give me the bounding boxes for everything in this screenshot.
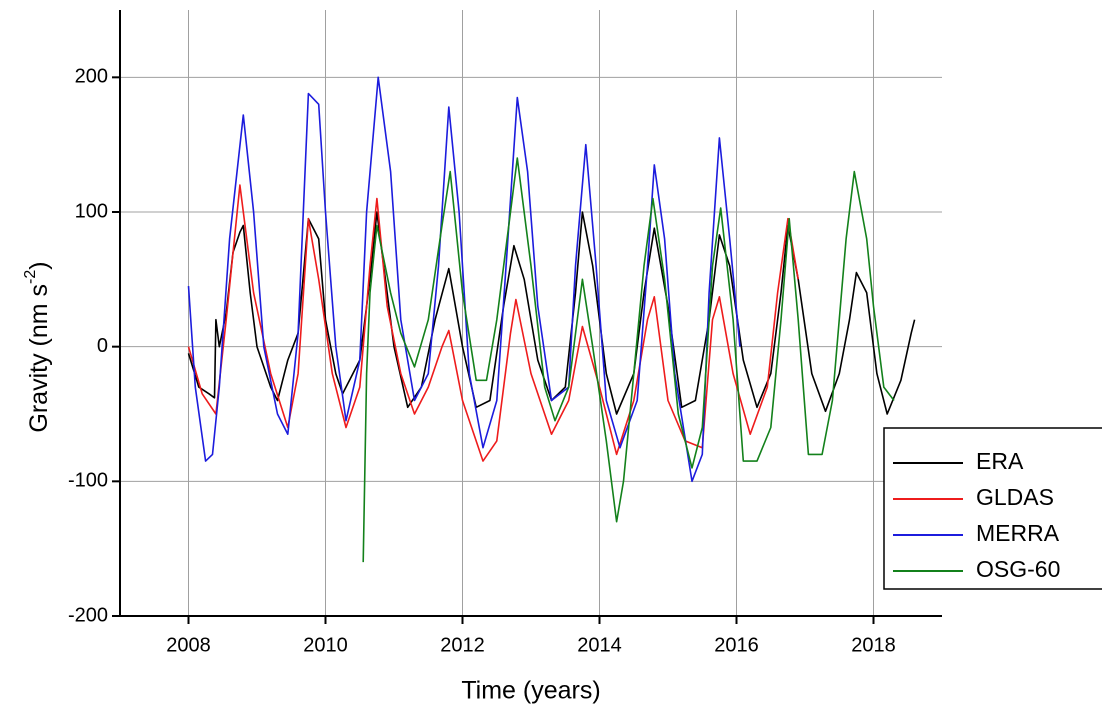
y-axis-label: Gravity (nm s-2) <box>22 261 52 432</box>
data-line <box>187 211 916 415</box>
legend-label: OSG-60 <box>976 556 1060 582</box>
x-tick-label: 2012 <box>440 634 485 656</box>
data-line <box>187 184 799 462</box>
x-axis-label: Time (years) <box>461 677 600 705</box>
x-tick-label: 2018 <box>851 634 896 656</box>
legend-label: GLDAS <box>976 484 1054 510</box>
y-tick-label: 200 <box>75 66 108 88</box>
x-tick-label: 2016 <box>714 634 759 656</box>
legend-box <box>883 427 1102 590</box>
y-label-sup: -2 <box>22 270 39 284</box>
y-tick-label: -200 <box>68 604 108 626</box>
data-line <box>362 157 895 563</box>
x-tick-label: 2010 <box>303 634 348 656</box>
y-tick-label: -100 <box>68 470 108 492</box>
legend-label: ERA <box>976 448 1024 474</box>
y-tick-label: 0 <box>97 335 108 357</box>
y-label-end: ) <box>25 261 53 269</box>
x-tick-label: 2008 <box>166 634 211 656</box>
legend-label: MERRA <box>976 520 1060 546</box>
y-label-main: Gravity (nm s <box>25 284 53 433</box>
x-tick-label: 2014 <box>577 634 622 656</box>
legend: ERA GLDAS MERRA OSG-60 <box>883 427 1102 590</box>
y-tick-label: 100 <box>75 200 108 222</box>
data-line <box>187 76 741 483</box>
